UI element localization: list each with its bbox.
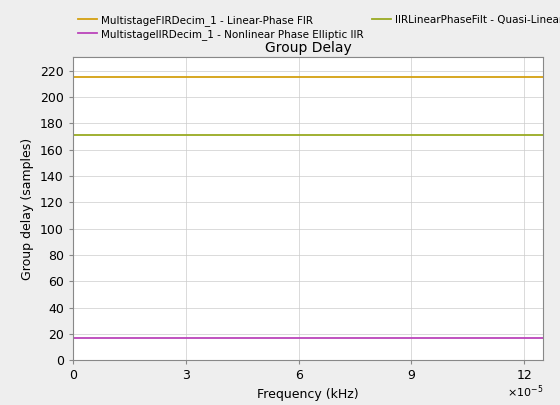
Title: Group Delay: Group Delay — [265, 41, 351, 55]
X-axis label: Frequency (kHz): Frequency (kHz) — [257, 388, 359, 401]
Text: $\times10^{-5}$: $\times10^{-5}$ — [507, 383, 543, 400]
Y-axis label: Group delay (samples): Group delay (samples) — [21, 138, 34, 280]
Legend: MultistageFIRDecim_1 - Linear-Phase FIR, MultistageIIRDecim_1 - Nonlinear Phase : MultistageFIRDecim_1 - Linear-Phase FIR,… — [78, 15, 560, 40]
